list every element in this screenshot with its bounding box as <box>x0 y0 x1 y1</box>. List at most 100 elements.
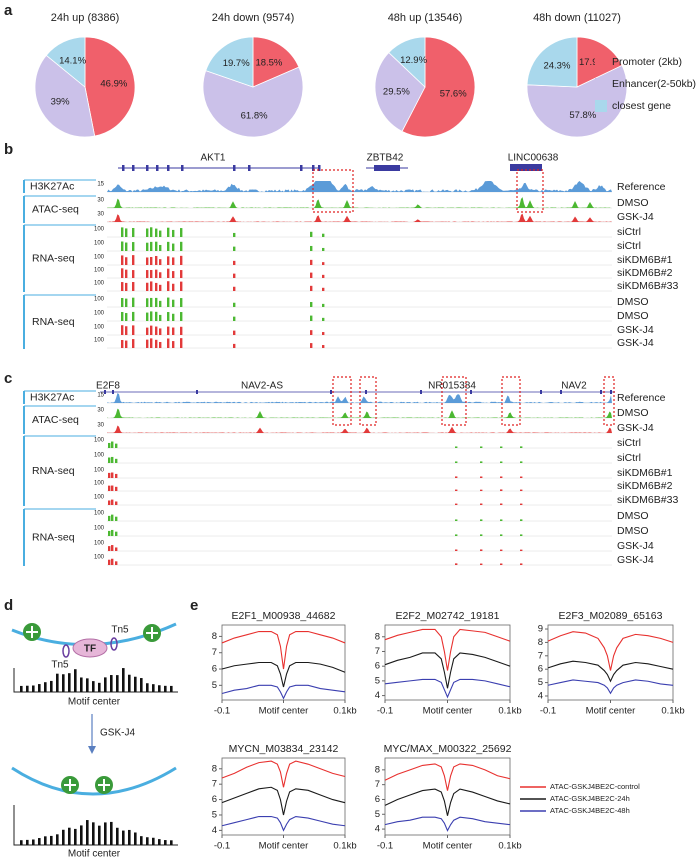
signal-bar <box>125 298 128 307</box>
gene-label: AKT1 <box>200 153 225 164</box>
signal-bar <box>111 499 114 505</box>
exon <box>560 390 562 394</box>
dna <box>11 766 177 796</box>
signal-bar <box>520 563 523 565</box>
hist-bar <box>26 685 29 692</box>
signal-bar <box>310 259 313 265</box>
track-label: DMSO <box>617 197 649 209</box>
signal-bar <box>121 311 124 321</box>
signal-bar <box>500 563 503 565</box>
gene-label: NR015384 <box>428 381 476 392</box>
signal-bar <box>233 286 236 291</box>
pie-slice <box>84 36 136 137</box>
pie-slice <box>526 36 578 88</box>
signal-bar <box>310 245 313 251</box>
track-label: DMSO <box>617 525 649 537</box>
track-scale: 100 <box>94 325 105 331</box>
hist-bar <box>68 827 71 845</box>
signal-bar <box>172 299 175 307</box>
signal-bar <box>167 241 170 251</box>
signal-bar <box>146 312 149 321</box>
track-label: GSK-J4 <box>617 324 654 336</box>
hist-bar <box>68 673 71 692</box>
exon <box>470 390 472 394</box>
hist-bar <box>86 820 89 845</box>
track-label: siKDM6B#2 <box>617 480 673 492</box>
signal-bar <box>500 489 503 491</box>
y-tick-label: 8 <box>375 631 380 642</box>
signal-bar <box>121 325 124 335</box>
signal-bar <box>108 457 111 463</box>
signal-bar <box>520 489 523 491</box>
series-line <box>221 684 346 700</box>
signal-bar <box>233 302 236 307</box>
track-scale: 100 <box>94 468 105 474</box>
track-label: Reference <box>617 181 666 193</box>
hist-bar <box>38 838 41 845</box>
signal-bar <box>111 456 114 463</box>
x-tick-label: -0.1 <box>377 841 393 852</box>
track-scale: 30 <box>97 198 104 204</box>
signal-bar <box>167 227 170 237</box>
track-label: siCtrl <box>617 226 641 238</box>
highlight-box <box>359 376 377 426</box>
signal-bar <box>146 339 149 348</box>
hist-bar <box>134 832 137 845</box>
signal-bar <box>233 273 236 278</box>
exon <box>365 390 367 394</box>
exon <box>318 165 321 171</box>
hist-bar <box>80 825 83 845</box>
signal-bar <box>125 257 128 265</box>
histogram <box>20 820 173 845</box>
signal-bar <box>132 255 135 265</box>
signal-bar <box>150 281 153 291</box>
signal-bar <box>480 476 483 478</box>
signal-bar <box>150 325 153 335</box>
track-label: DMSO <box>617 296 649 308</box>
signal-bar <box>172 283 175 291</box>
exon <box>233 165 236 171</box>
hist-bar <box>164 685 167 692</box>
pie-slice <box>202 66 304 138</box>
pie-value-label: 61.8% <box>241 110 268 121</box>
track-scale: 100 <box>94 453 105 459</box>
track-label: GSK-J4 <box>617 211 654 223</box>
x-tick-label: -0.1 <box>214 706 230 717</box>
x-tick-label: -0.1 <box>540 706 556 717</box>
chart-title: E2F3_M02089_65163 <box>559 610 663 622</box>
x-tick-label: Motif center <box>259 706 309 717</box>
signal-bar <box>155 311 158 321</box>
track-scale: 100 <box>94 338 105 344</box>
signal-bar <box>310 302 313 307</box>
legend-label: Promoter (2kb) <box>612 56 682 68</box>
signal-bar <box>111 472 114 478</box>
hist-bar <box>116 675 119 692</box>
pie-value-label: 24.3% <box>543 61 570 72</box>
group-label: H3K27Ac <box>30 180 74 192</box>
hist-bar <box>98 682 101 692</box>
hist-bar <box>110 675 113 692</box>
highlight-box <box>516 169 544 213</box>
hist-bar <box>50 835 53 845</box>
signal-bar <box>167 268 170 278</box>
signal-bar <box>108 500 111 505</box>
series-line <box>221 815 346 832</box>
panel-label: c <box>4 370 12 387</box>
signal-bar <box>121 255 124 265</box>
hist-bar <box>38 684 41 692</box>
y-tick-label: 7 <box>375 779 380 790</box>
signal-bar <box>480 549 483 551</box>
axis-label: Motif center <box>68 849 121 859</box>
exon <box>330 390 332 394</box>
exon <box>300 165 303 171</box>
pie-value-label: 39% <box>51 96 71 107</box>
pie-value-label: 14.1% <box>59 55 86 66</box>
signal-bar <box>132 339 135 348</box>
pie-value-label: 17.9% <box>579 57 606 68</box>
y-tick-label: 7 <box>212 647 217 658</box>
signal-bar <box>500 476 503 478</box>
pie-value-label: 18.5% <box>255 57 282 68</box>
signal-bar <box>167 281 170 291</box>
pie-value-label: 19.7% <box>223 58 250 69</box>
hist-bar <box>140 836 143 845</box>
